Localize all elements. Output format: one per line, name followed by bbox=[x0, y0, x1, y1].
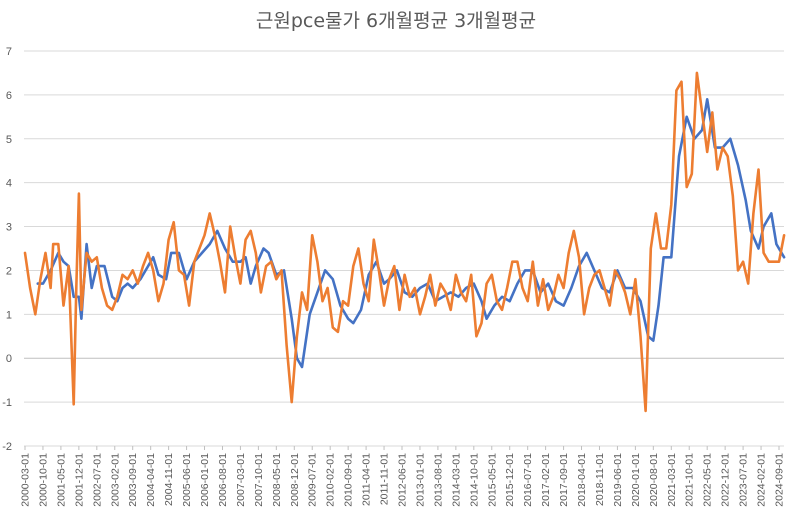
x-tick-label: 2021-10-01 bbox=[684, 453, 696, 507]
x-tick-label: 2003-02-01 bbox=[109, 453, 121, 507]
x-tick-label: 2010-09-01 bbox=[343, 453, 355, 507]
x-tick-label: 2009-07-01 bbox=[307, 453, 319, 507]
x-tick-label: 2018-11-01 bbox=[594, 453, 606, 506]
y-tick-label: 4 bbox=[6, 178, 12, 190]
x-tick-label: 2003-09-01 bbox=[127, 453, 139, 507]
x-tick-label: 2015-05-01 bbox=[486, 453, 498, 507]
x-tick-label: 2014-10-01 bbox=[468, 453, 480, 507]
x-tick-label: 2019-06-01 bbox=[612, 453, 624, 507]
x-tick-label: 2007-10-01 bbox=[253, 453, 265, 507]
x-tick-label: 2008-05-01 bbox=[271, 453, 283, 507]
y-tick-label: -1 bbox=[2, 397, 12, 409]
chart-title: 근원pce물가 6개월평균 3개월평균 bbox=[256, 10, 536, 32]
x-axis-ticks: 2000-03-01 2000-10-01 2001-05-01 2001-12-01… bbox=[20, 446, 786, 507]
x-tick-label: 2001-05-01 bbox=[55, 453, 67, 507]
x-tick-label: 2022-05-01 bbox=[702, 453, 714, 507]
y-axis-ticks: -2 -1 0 1 2 3 4 5 6 7 bbox=[2, 46, 12, 453]
x-tick-label: 2001-12-01 bbox=[73, 453, 85, 507]
x-tick-label: 2011-11-01 bbox=[379, 453, 391, 505]
x-tick-label: 2015-12-01 bbox=[504, 453, 516, 507]
y-tick-label: 7 bbox=[6, 46, 12, 58]
x-tick-label: 2018-04-01 bbox=[576, 453, 588, 507]
x-tick-label: 2020-08-01 bbox=[648, 453, 660, 507]
x-tick-label: 2005-06-01 bbox=[181, 453, 193, 507]
gridlines bbox=[24, 50, 784, 447]
x-tick-label: 2000-03-01 bbox=[20, 453, 32, 507]
x-tick-label: 2011-04-01 bbox=[361, 453, 373, 506]
x-tick-label: 2023-07-01 bbox=[738, 453, 750, 507]
x-tick-label: 2022-12-01 bbox=[720, 453, 732, 507]
x-tick-label: 2021-03-01 bbox=[666, 453, 678, 507]
x-tick-label: 2024-02-01 bbox=[756, 453, 768, 507]
x-tick-label: 2014-03-01 bbox=[450, 453, 462, 507]
y-tick-label: 0 bbox=[6, 353, 12, 365]
x-tick-label: 2004-04-01 bbox=[145, 453, 157, 507]
x-tick-label: 2020-01-01 bbox=[630, 453, 642, 507]
x-tick-label: 2000-10-01 bbox=[37, 453, 49, 507]
x-tick-label: 2006-01-01 bbox=[199, 453, 211, 507]
x-tick-label: 2017-02-01 bbox=[540, 453, 552, 507]
series-lines bbox=[23, 71, 786, 413]
x-tick-label: 2004-11-01 bbox=[163, 453, 175, 506]
y-tick-label: 1 bbox=[6, 309, 12, 321]
y-tick-label: 2 bbox=[6, 265, 12, 277]
x-tick-label: 2013-08-01 bbox=[432, 453, 444, 507]
y-tick-label: -2 bbox=[2, 441, 12, 453]
y-tick-label: 3 bbox=[6, 222, 12, 234]
x-tick-label: 2012-06-01 bbox=[397, 453, 409, 507]
x-tick-label: 2017-09-01 bbox=[558, 453, 570, 507]
x-tick-label: 2006-08-01 bbox=[217, 453, 229, 507]
series-line-1 bbox=[36, 98, 786, 369]
series-line-2 bbox=[23, 71, 786, 413]
y-tick-label: 5 bbox=[6, 134, 12, 146]
x-tick-label: 2010-02-01 bbox=[325, 453, 337, 507]
x-tick-label: 2007-03-01 bbox=[235, 453, 247, 507]
x-tick-label: 2024-09-01 bbox=[774, 453, 786, 507]
x-tick-label: 2013-01-01 bbox=[414, 453, 426, 507]
x-tick-label: 2016-07-01 bbox=[522, 453, 534, 507]
x-tick-label: 2008-12-01 bbox=[289, 453, 301, 507]
y-tick-label: 6 bbox=[6, 90, 12, 102]
x-tick-label: 2002-07-01 bbox=[91, 453, 103, 507]
